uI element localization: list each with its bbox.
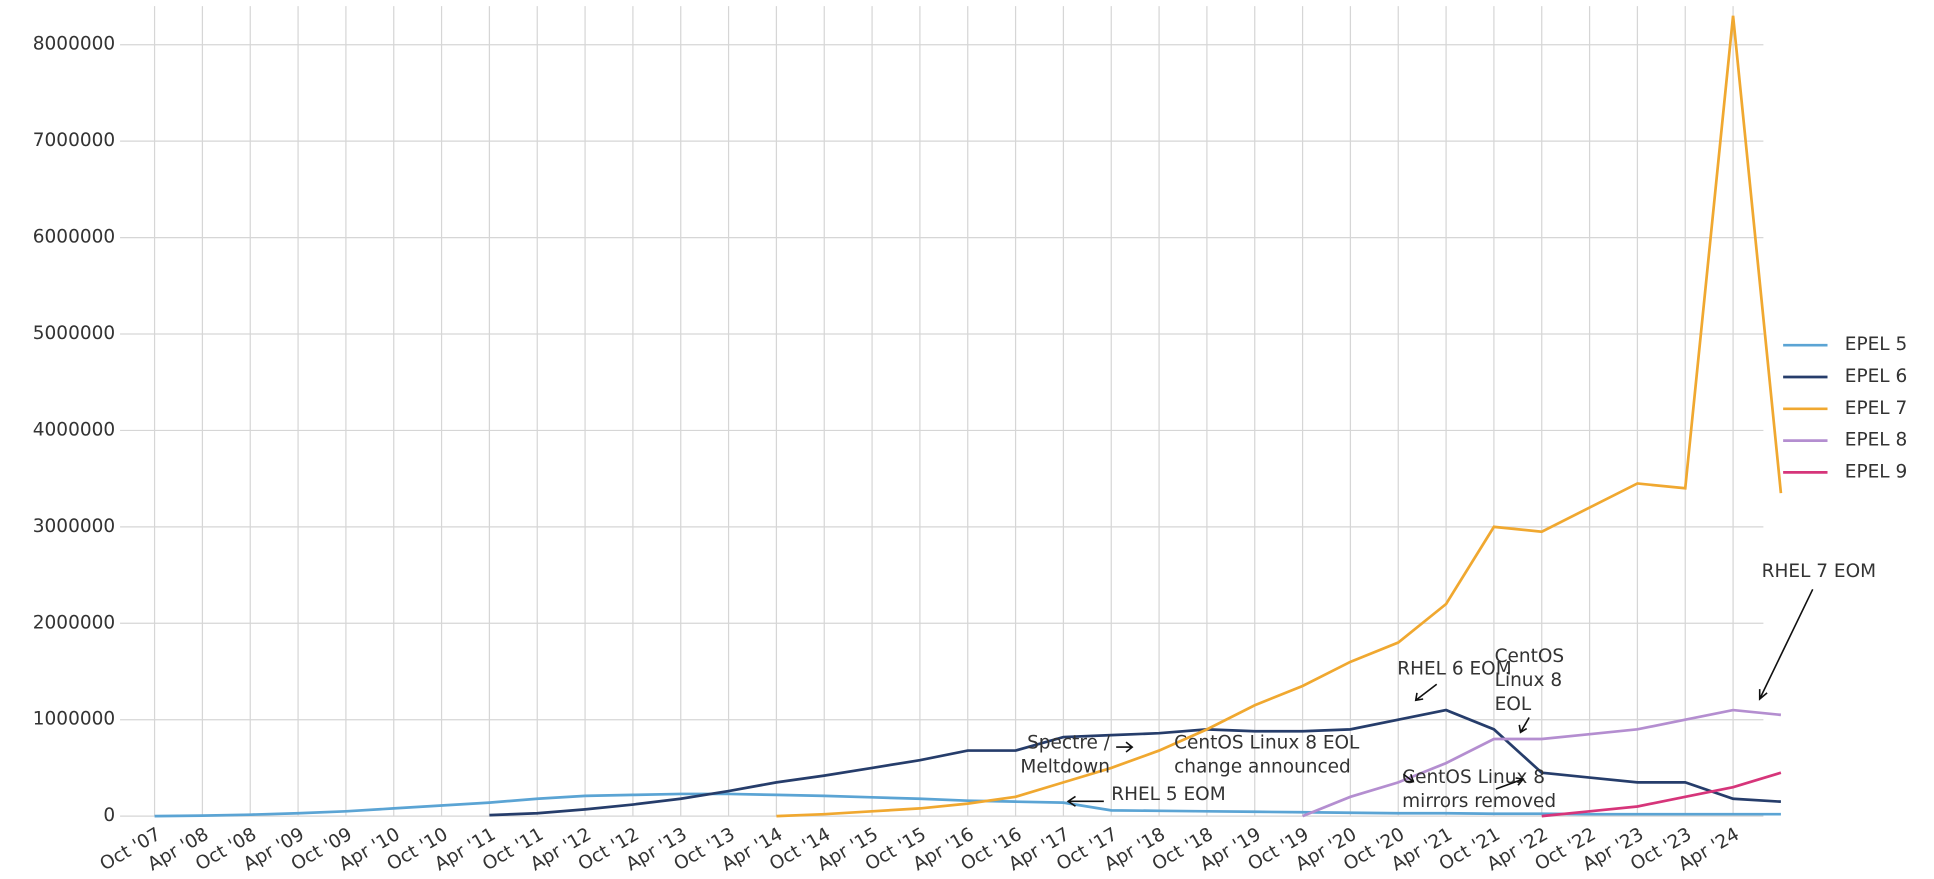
annotation: change announced (1174, 756, 1351, 777)
legend-label: EPEL 8 (1845, 430, 1907, 451)
arrow (1414, 683, 1438, 702)
annotation: mirrors removed (1402, 791, 1556, 812)
annotation: Meltdown (1020, 756, 1110, 777)
annotation: CentOS Linux 8 (1402, 767, 1545, 788)
arrow (1518, 717, 1530, 734)
annotation: Linux 8 (1495, 670, 1562, 691)
arrow (1758, 588, 1814, 701)
y-tick-label: 4000000 (33, 419, 115, 440)
annotation-arrows (1066, 588, 1814, 807)
y-tick-label: 8000000 (33, 34, 115, 55)
y-tick-label: 2000000 (33, 612, 115, 633)
legend-label: EPEL 5 (1845, 334, 1907, 355)
y-tick-label: 1000000 (33, 709, 115, 730)
annotation: RHEL 6 EOM (1397, 658, 1511, 679)
annotation: Spectre / (1027, 732, 1111, 753)
annotation: CentOS Linux 8 EOL (1174, 732, 1360, 753)
y-tick-label: 6000000 (33, 227, 115, 248)
annotation: RHEL 7 EOM (1762, 561, 1876, 582)
legend-label: EPEL 6 (1845, 366, 1907, 387)
annotation: CentOS (1495, 646, 1565, 667)
arrow (1116, 741, 1134, 753)
arrow (1066, 795, 1104, 807)
arrow (1495, 777, 1525, 790)
y-tick-label: 3000000 (33, 516, 115, 537)
annotation: EOL (1495, 694, 1532, 715)
arrow (1402, 773, 1415, 783)
legend-label: EPEL 7 (1845, 398, 1907, 419)
annotation: RHEL 5 EOM (1111, 784, 1225, 805)
y-tick-label: 7000000 (33, 130, 115, 151)
y-tick-label: 5000000 (33, 323, 115, 344)
line (1302, 708, 1782, 818)
legend-label: EPEL 9 (1845, 461, 1907, 482)
y-tick-label: 0 (103, 805, 115, 826)
line (1541, 771, 1782, 818)
line (776, 15, 1783, 818)
line (489, 708, 1781, 817)
line (154, 792, 1781, 818)
